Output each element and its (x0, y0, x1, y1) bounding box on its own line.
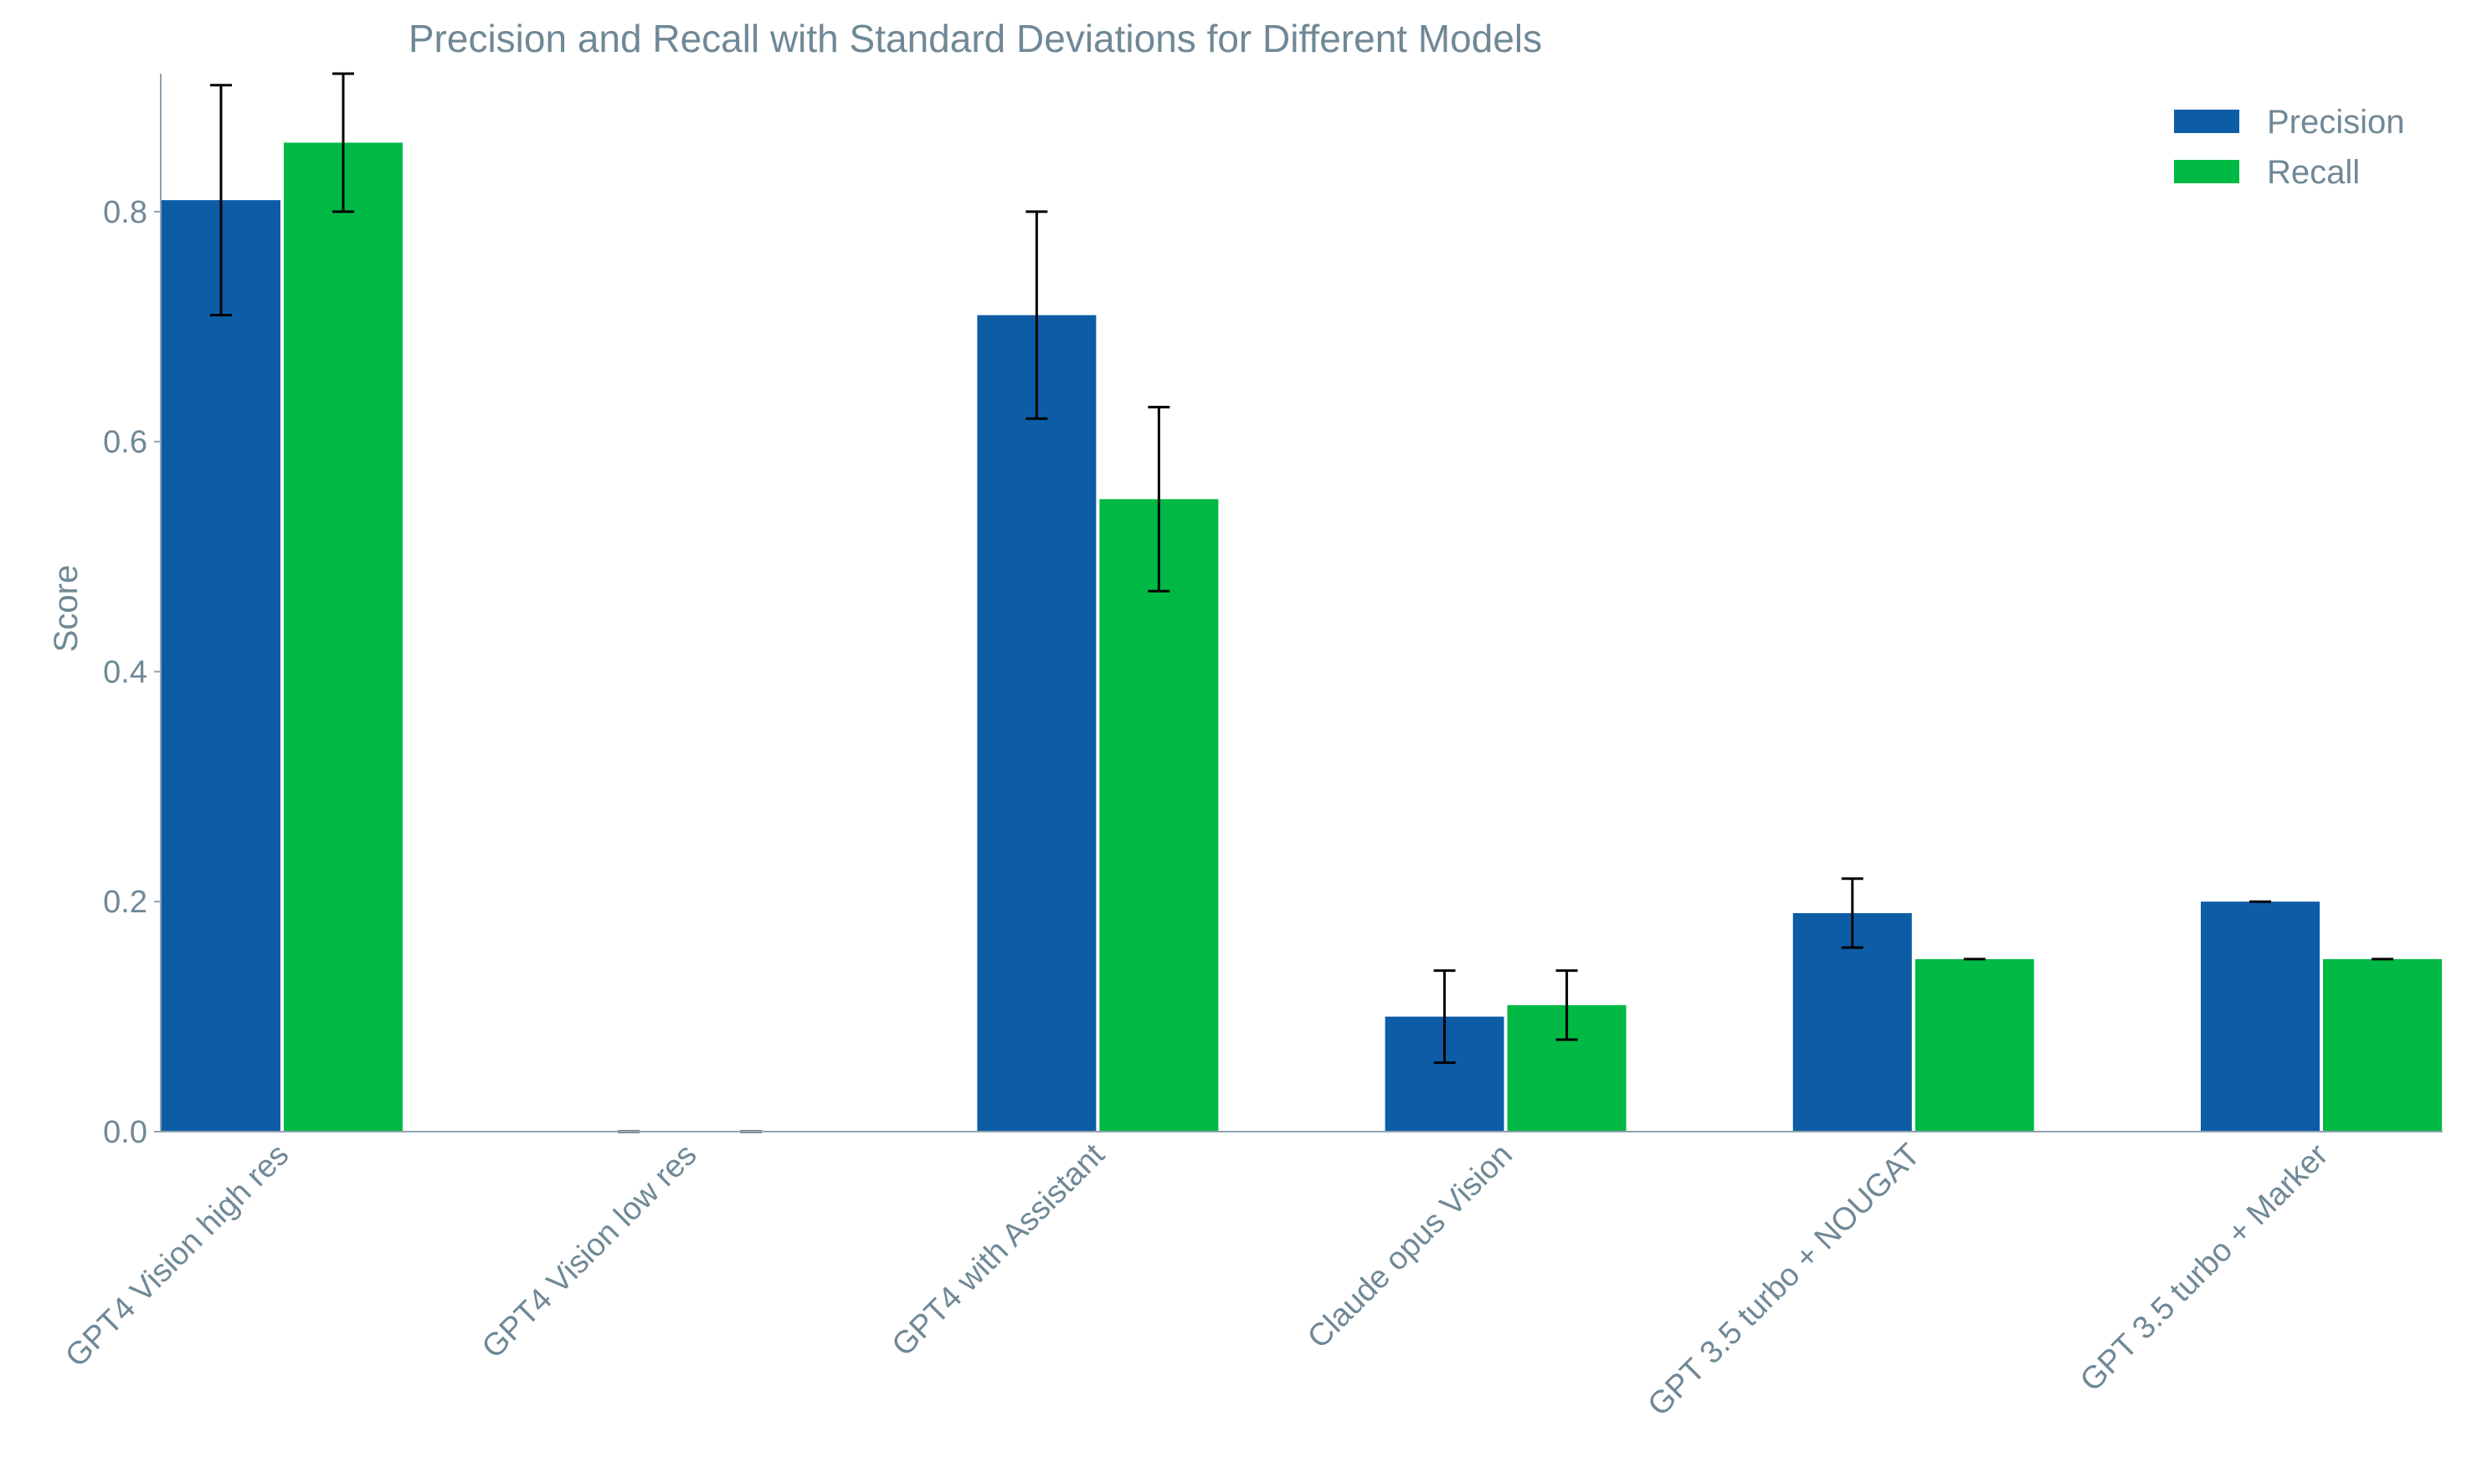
x-tick-label-gpt4-with-assistant: GPT4 with Assistant (886, 1137, 1112, 1363)
legend-label-precision: Precision (2267, 104, 2405, 141)
bar-precision-gpt4-with-assistant (977, 315, 1097, 1132)
x-tick-label-gpt-3-5-turbo-nougat: GPT 3.5 turbo + NOUGAT (1642, 1137, 1928, 1424)
bar-recall-gpt-3-5-turbo-nougat (1914, 958, 2034, 1132)
legend-item-recall: Recall (2174, 154, 2360, 191)
error-bar-recall-gpt4-with-assistant (1148, 405, 1170, 593)
bar-precision-gpt4-vision-high-res (162, 200, 280, 1132)
y-tick-label: 0.2 (103, 885, 147, 920)
error-bar-precision-gpt-3-5-turbo-nougat (1841, 877, 1863, 949)
error-bar-precision-gpt4-vision-high-res (210, 84, 232, 317)
y-tick-label: 0.6 (103, 425, 147, 460)
bar-precision-gpt-3-5-turbo-nougat (1792, 912, 1912, 1132)
y-tick-label: 0.4 (103, 655, 147, 690)
y-tick-label: 0.0 (103, 1115, 147, 1150)
legend-swatch-precision (2174, 110, 2239, 133)
chart-title: Precision and Recall with Standard Devia… (409, 17, 1542, 60)
x-ticks-layer: GPT4 Vision high res GPT4 Vision low res G… (59, 1137, 2335, 1423)
error-bar-precision-claude-opus-vision (1433, 969, 1456, 1065)
axes-layer (160, 74, 2443, 1132)
error-bar-recall-claude-opus-vision (1555, 969, 1578, 1041)
bar-recall-gpt-3-5-turbo-marker (2323, 958, 2442, 1132)
error-bar-recall-gpt4-vision-high-res (332, 72, 354, 213)
bar-recall-gpt4-with-assistant (1099, 499, 1219, 1132)
y-ticks-layer: 0.0 0.2 0.4 0.6 0.8 (103, 195, 161, 1150)
legend-swatch-recall (2174, 160, 2239, 183)
x-tick-label-gpt4-vision-low-res: GPT4 Vision low res (475, 1137, 704, 1366)
legend-item-precision: Precision (2174, 104, 2405, 141)
legend-label-recall: Recall (2267, 154, 2360, 191)
bar-recall-gpt4-vision-high-res (284, 142, 403, 1132)
error-bars-layer (210, 72, 2393, 1133)
y-tick-label: 0.8 (103, 195, 147, 230)
bar-precision-gpt-3-5-turbo-marker (2201, 901, 2320, 1132)
bars-layer (162, 142, 2442, 1132)
x-tick-label-gpt-3-5-turbo-marker: GPT 3.5 turbo + Marker (2074, 1137, 2335, 1398)
legend: Precision Recall (2174, 104, 2405, 191)
y-axis-label: Score (48, 565, 85, 653)
x-tick-label-claude-opus-vision: Claude opus Vision (1301, 1137, 1519, 1356)
error-bar-precision-gpt4-with-assistant (1025, 210, 1048, 420)
x-tick-label-gpt4-vision-high-res: GPT4 Vision high res (59, 1137, 296, 1374)
